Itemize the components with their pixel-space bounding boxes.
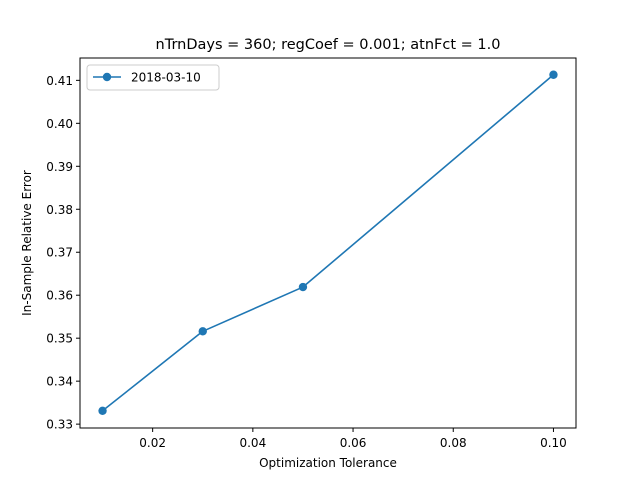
y-axis-label: In-Sample Relative Error — [20, 170, 34, 316]
y-tick-label: 0.36 — [46, 289, 73, 303]
y-tick-label: 0.39 — [46, 160, 73, 174]
y-tick-label: 0.38 — [46, 203, 73, 217]
series-layer — [98, 70, 558, 416]
legend-label: 2018-03-10 — [131, 71, 201, 85]
y-tick-label: 0.34 — [46, 375, 73, 389]
plot-area-frame — [79, 57, 577, 429]
x-tick-label: 0.06 — [340, 436, 367, 450]
data-point-marker — [549, 70, 558, 79]
x-tick-label: 0.10 — [540, 436, 567, 450]
y-tick-label: 0.35 — [46, 332, 73, 346]
data-point-marker — [198, 327, 207, 336]
y-tick-label: 0.33 — [46, 418, 73, 432]
data-point-marker — [298, 282, 308, 292]
x-tick-label: 0.04 — [239, 436, 266, 450]
legend: 2018-03-10 — [86, 64, 220, 91]
y-axis-ticks: 0.33 0.34 0.35 0.36 0.37 0.38 0.39 0.40 0.41 — [46, 74, 80, 432]
data-point-marker — [98, 406, 107, 416]
x-tick-label: 0.02 — [139, 436, 166, 450]
x-axis-ticks: 0.02 0.04 0.06 0.08 0.10 — [139, 428, 567, 450]
chart-title: nTrnDays = 360; regCoef = 0.001; atnFct … — [156, 37, 501, 53]
y-tick-label: 0.40 — [46, 117, 73, 131]
legend-marker-swatch — [102, 72, 112, 82]
series-line — [102, 74, 554, 412]
x-axis-label: Optimization Tolerance — [259, 456, 397, 470]
y-tick-label: 0.41 — [46, 74, 73, 88]
x-tick-label: 0.08 — [440, 436, 467, 450]
y-tick-label: 0.37 — [46, 246, 73, 260]
legend-box — [86, 64, 220, 91]
